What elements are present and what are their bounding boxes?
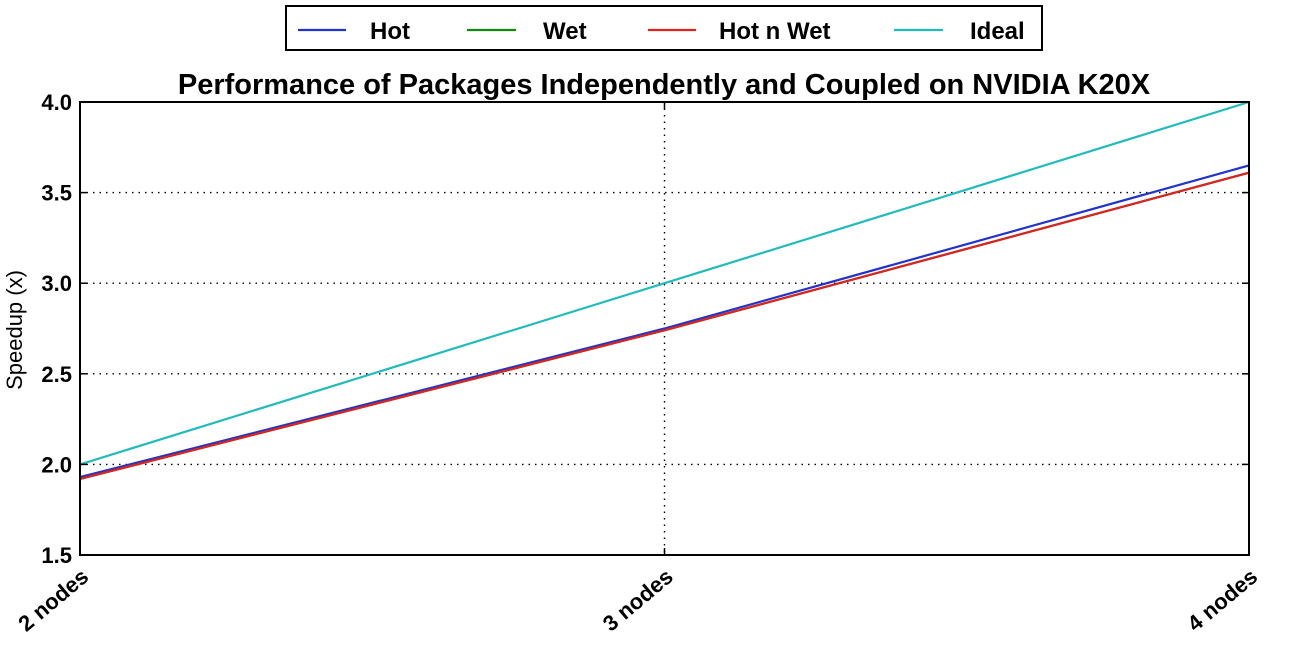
legend-label-wet: Wet bbox=[543, 18, 587, 45]
y-tick-label: 2.5 bbox=[41, 362, 72, 387]
grid-lines bbox=[80, 102, 1249, 555]
legend-label-hot-n-wet: Hot n Wet bbox=[719, 18, 831, 45]
y-tick-label: 2.0 bbox=[41, 452, 72, 477]
y-axis-label: Speedup (x) bbox=[2, 270, 27, 390]
legend-items: Hot Wet Hot n Wet Ideal bbox=[298, 18, 1025, 45]
series-lines bbox=[79, 100, 1250, 480]
y-tick-label: 4.0 bbox=[41, 90, 72, 115]
y-tick-label: 3.5 bbox=[41, 181, 72, 206]
x-tick-label: 2 nodes bbox=[13, 564, 93, 637]
plot-area bbox=[79, 100, 1250, 556]
x-tick-label: 3 nodes bbox=[598, 564, 678, 637]
series-line-ideal bbox=[79, 100, 1250, 466]
legend: Hot Wet Hot n Wet Ideal bbox=[285, 5, 1043, 51]
y-tick-labels: 1.5 2.0 2.5 3.0 3.5 4.0 bbox=[41, 90, 72, 568]
y-tick-label: 1.5 bbox=[41, 543, 72, 568]
x-tick-labels: 2 nodes 3 nodes 4 nodes bbox=[13, 564, 1262, 637]
legend-label-ideal: Ideal bbox=[970, 18, 1025, 45]
series-line-hot-n-wet bbox=[79, 171, 1250, 480]
legend-box bbox=[285, 5, 1043, 51]
chart-title: Performance of Packages Independently an… bbox=[178, 69, 1151, 101]
x-tick-label: 4 nodes bbox=[1182, 564, 1262, 637]
series-line-hot bbox=[79, 164, 1250, 479]
y-tick-label: 3.0 bbox=[41, 271, 72, 296]
tick-marks bbox=[79, 101, 1250, 556]
legend-label-hot: Hot bbox=[370, 18, 410, 45]
